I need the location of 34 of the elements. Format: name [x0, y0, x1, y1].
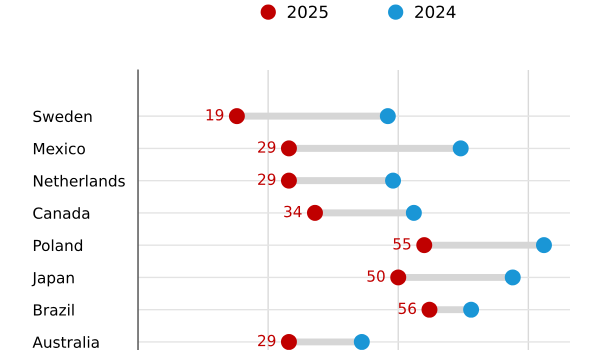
y-tick-label: Netherlands: [34, 174, 125, 187]
point: [380, 108, 396, 124]
point: [306, 204, 323, 221]
data-label: 34: [284, 206, 302, 218]
y-tick-label: Mexico: [34, 142, 85, 154]
point: [390, 269, 406, 286]
y-tick-label: Canada: [33, 207, 90, 219]
point: [536, 237, 552, 254]
data-label: 50: [367, 270, 385, 282]
legend-label: 2025: [288, 6, 328, 18]
point: [385, 172, 402, 189]
data-label: 29: [258, 141, 276, 153]
y-tick-label: Japan: [32, 272, 74, 286]
y-tick-label: Sweden: [33, 110, 92, 122]
y-tick-label: Australia: [32, 336, 99, 348]
point: [406, 204, 422, 221]
point: [280, 334, 297, 350]
data-label: 29: [258, 174, 276, 186]
legend-label: 2024: [415, 6, 456, 18]
point: [416, 237, 432, 254]
data-label: 29: [258, 334, 276, 346]
point: [280, 172, 297, 189]
data-label: 19: [206, 109, 224, 121]
y-tick-label: Poland: [34, 239, 82, 252]
point: [504, 269, 521, 286]
y-tick-label: Brazil: [34, 304, 74, 316]
data-label: 56: [398, 302, 416, 314]
point: [463, 302, 480, 318]
data-label: 55: [394, 238, 410, 250]
point: [452, 140, 469, 156]
point: [421, 302, 438, 318]
point: [354, 334, 370, 350]
point: [228, 108, 245, 124]
point: [280, 140, 297, 156]
